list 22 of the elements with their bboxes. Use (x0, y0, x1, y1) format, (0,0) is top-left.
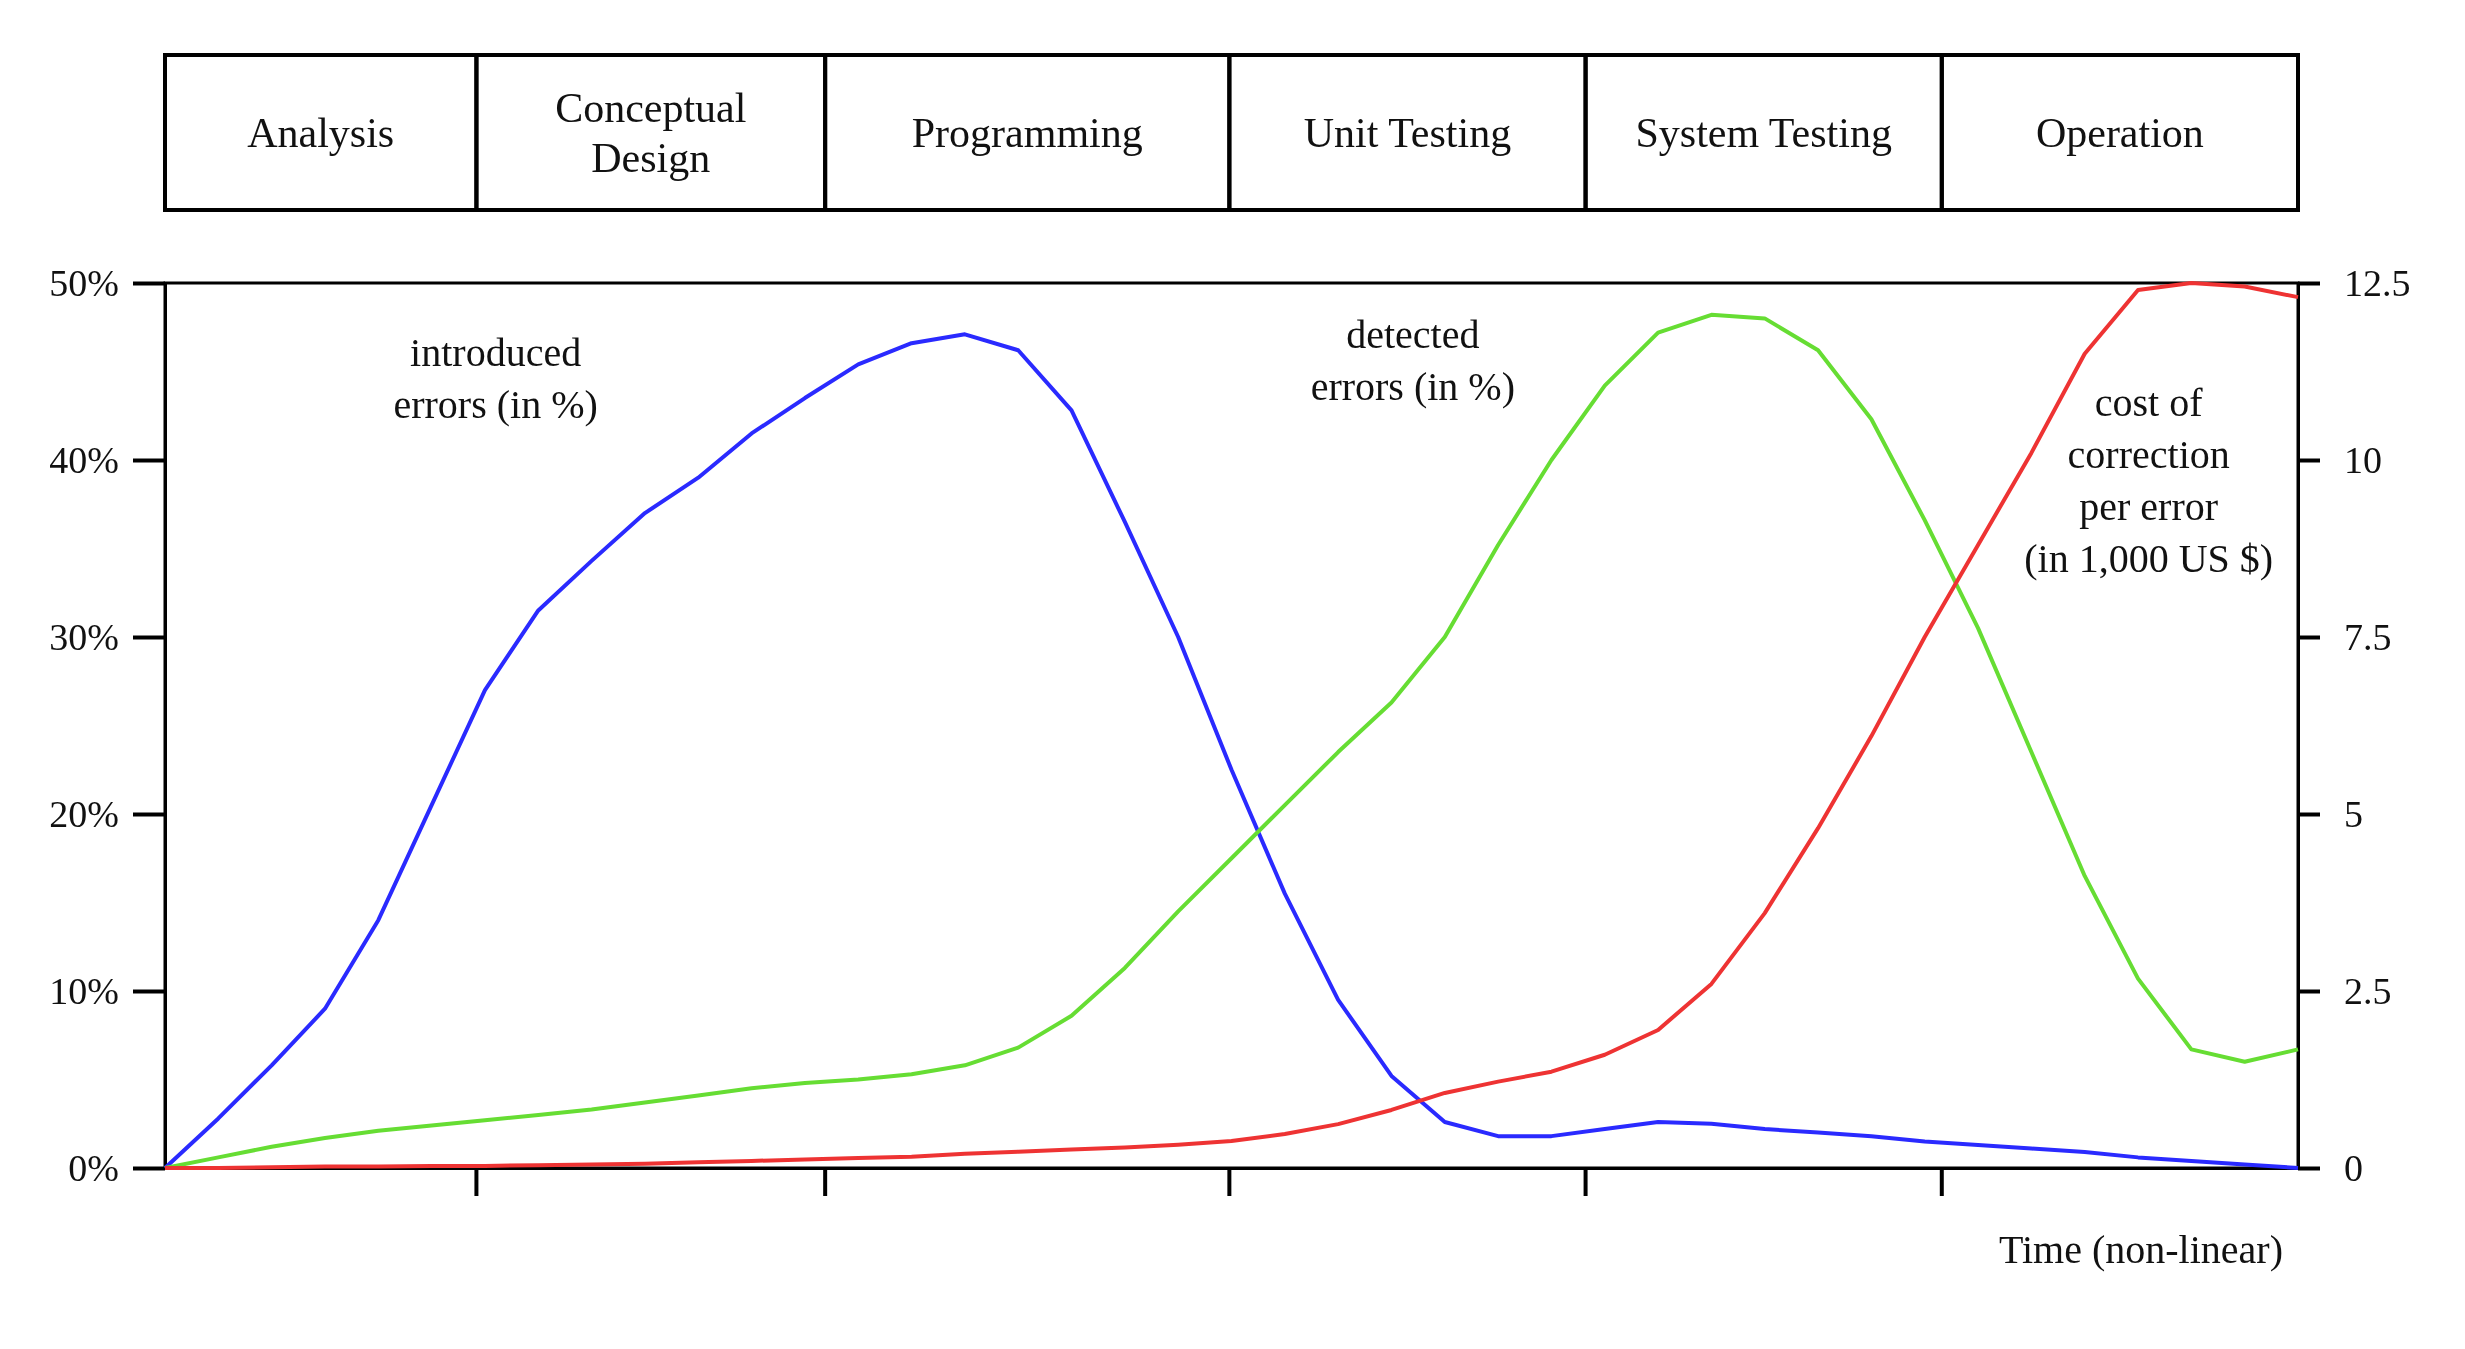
y-tick-label: 30% (49, 615, 119, 658)
text: Unit Testing (1303, 109, 1512, 156)
y-tick-label: 40% (49, 438, 119, 481)
text: Analysis (247, 109, 395, 156)
y2-tick-label: 12.5 (2344, 261, 2411, 304)
text: Operation (2035, 109, 2204, 156)
y2-tick-label: 2.5 (2344, 969, 2392, 1012)
series-label: cost of correction per error (in 1,000 US $) (2024, 379, 2274, 581)
text: introduced errors (in %) (393, 330, 598, 428)
y2-tick-label: 5 (2344, 792, 2363, 835)
y2-tick-label: 7.5 (2344, 615, 2392, 658)
y-tick-label: 0% (68, 1146, 119, 1189)
text: System Testing (1635, 109, 1892, 156)
y-tick-label: 50% (49, 261, 119, 304)
text: Conceptual Design (555, 84, 747, 181)
series-label: detected errors (in %) (1310, 312, 1515, 410)
y-tick-label: 20% (49, 792, 119, 835)
x-axis-title: Time (non-linear) (1998, 1227, 2283, 1272)
text: Programming (911, 109, 1143, 156)
y2-tick-label: 10 (2344, 438, 2382, 481)
y2-tick-label: 0 (2344, 1146, 2363, 1189)
y-tick-label: 10% (49, 969, 119, 1012)
